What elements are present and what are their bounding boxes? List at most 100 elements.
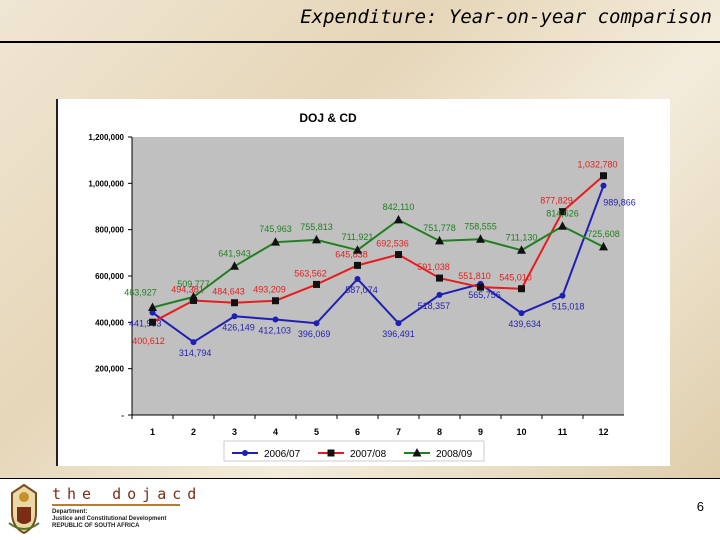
data-label: 396,491	[382, 329, 415, 339]
chart-title: DOJ & CD	[299, 111, 357, 125]
series-line-2008-09	[152, 218, 604, 309]
data-label: 758,555	[464, 221, 497, 231]
data-point	[518, 285, 525, 293]
logo-underline	[52, 504, 180, 506]
data-point	[600, 182, 607, 189]
data-point	[395, 251, 402, 259]
slide-title: Expenditure: Year-on-year comparison	[300, 6, 712, 28]
data-point	[272, 297, 279, 305]
data-point	[477, 283, 484, 291]
x-tick-label: 7	[396, 427, 401, 437]
data-label: 439,634	[508, 319, 541, 329]
data-point	[271, 237, 280, 246]
x-tick-label: 9	[478, 427, 483, 437]
data-point	[272, 316, 279, 323]
x-tick-label: 3	[232, 427, 237, 437]
x-tick-label: 8	[437, 427, 442, 437]
chart-container: DOJ & CD - 200,000 400,000 600,000 800,000 1,…	[56, 99, 670, 466]
data-label: 551,810	[458, 271, 491, 281]
data-label: 711,130	[506, 232, 538, 242]
coat-of-arms-icon	[8, 483, 40, 535]
x-tick-label: 6	[355, 427, 360, 437]
x-tick-label: 10	[516, 427, 526, 437]
data-label: 755,813	[300, 222, 333, 232]
legend-marker	[412, 448, 422, 457]
line-chart: DOJ & CD - 200,000 400,000 600,000 800,000 1,…	[88, 111, 636, 462]
data-point	[435, 235, 444, 245]
data-label: 842,110	[383, 202, 415, 212]
footer-divider	[0, 478, 720, 479]
data-point	[190, 296, 197, 304]
data-label: 641,943	[218, 248, 251, 258]
x-tick-label: 12	[598, 427, 608, 437]
y-tick-label: -	[121, 411, 124, 420]
data-point	[354, 261, 361, 269]
legend-label: 2006/07	[264, 449, 301, 460]
series-line-2006-07	[151, 185, 605, 344]
data-label: 877,829	[540, 196, 573, 206]
data-label: 711,921	[342, 232, 374, 242]
y-tick-label: 400,000	[95, 318, 124, 327]
data-point	[476, 234, 485, 243]
data-label: 751,778	[423, 223, 456, 233]
data-label: 725,608	[587, 229, 620, 239]
data-point	[231, 299, 238, 307]
y-tick-label: 200,000	[95, 365, 124, 374]
data-label: 441,993	[129, 319, 162, 329]
x-tick-label: 4	[273, 427, 278, 437]
data-label: 494,381	[171, 284, 204, 294]
data-point	[230, 261, 239, 270]
y-tick-label: 600,000	[95, 272, 124, 281]
data-label: 493,209	[253, 285, 286, 295]
x-tick-label: 5	[314, 427, 319, 437]
data-label: 509,777	[177, 279, 210, 289]
data-point	[559, 292, 566, 299]
y-tick-label: 1,000,000	[88, 179, 124, 188]
title-divider	[0, 41, 720, 43]
y-tick-label: 800,000	[95, 226, 124, 235]
x-tick-label: 11	[558, 427, 568, 437]
data-point	[517, 245, 526, 254]
data-label: 814,626	[546, 208, 579, 218]
data-point	[313, 280, 320, 288]
data-label: 400,612	[132, 336, 165, 346]
data-label: 745,963	[259, 224, 292, 234]
data-label: 545,010	[499, 273, 532, 283]
logo-wordmark: the dojacd	[52, 485, 203, 503]
department-name: Department: Justice and Constitutional D…	[52, 509, 166, 530]
department-line-1: Department:	[52, 509, 88, 515]
data-point	[395, 320, 402, 327]
plot-area	[132, 137, 624, 415]
footer: the dojacd Department: Justice and Const…	[0, 479, 720, 540]
legend-marker	[327, 449, 335, 457]
data-label: 426,149	[222, 322, 255, 332]
data-point	[559, 208, 566, 216]
data-point	[190, 339, 197, 346]
data-label: 692,536	[376, 239, 409, 249]
page-number: 6	[696, 499, 704, 514]
data-point	[313, 320, 320, 327]
data-point	[189, 291, 198, 301]
y-tick-label: 1,200,000	[88, 133, 124, 142]
x-tick-label: 2	[191, 427, 196, 437]
data-point	[353, 245, 362, 254]
data-point	[436, 274, 443, 282]
data-label: 587,074	[345, 285, 378, 295]
data-label: 463,927	[124, 288, 157, 298]
data-point	[149, 318, 156, 326]
data-point	[518, 310, 525, 317]
data-point	[394, 214, 403, 224]
data-label: 989,866	[603, 198, 636, 208]
data-point	[149, 309, 156, 316]
x-tick-label: 1	[150, 427, 155, 437]
legend-label: 2007/08	[350, 449, 387, 460]
data-label: 412,103	[258, 326, 291, 336]
data-point	[354, 275, 361, 282]
data-label: 515,018	[552, 302, 585, 312]
data-label: 1,032,780	[577, 160, 617, 170]
legend: 2006/07 2007/08 2008/09	[223, 440, 485, 462]
data-label: 645,838	[335, 249, 368, 259]
data-point	[600, 172, 607, 180]
data-label: 563,562	[294, 268, 327, 278]
data-label: 314,794	[179, 348, 212, 358]
